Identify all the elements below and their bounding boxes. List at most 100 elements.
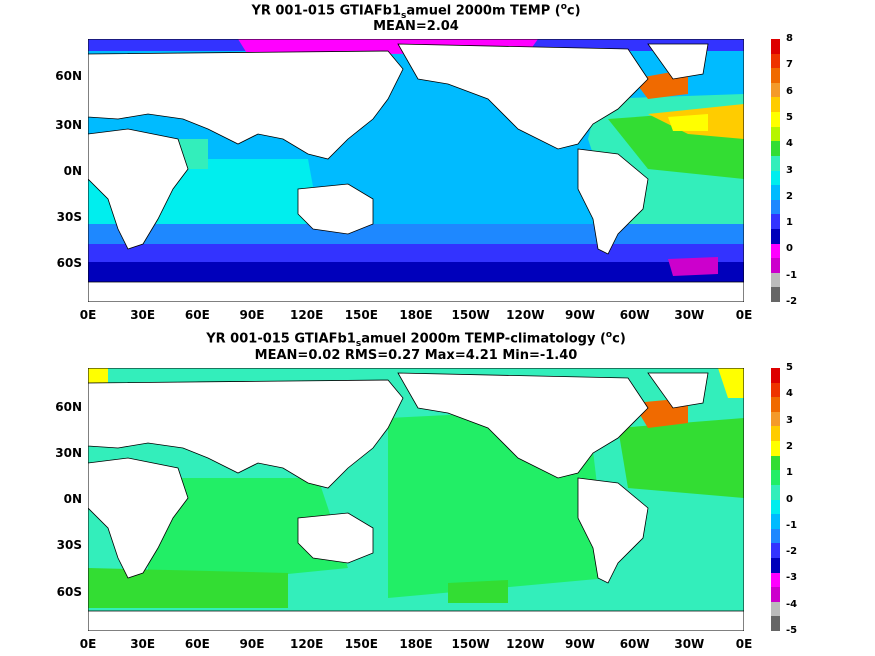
colorbar-label: 8 [786, 33, 793, 44]
x-tick-label: 120E [290, 308, 324, 322]
bottom-ylabel-0n: 0N [63, 492, 82, 506]
x-tick-label: 120E [290, 637, 324, 651]
x-tick-label: 90E [239, 637, 265, 651]
x-tick-label: 150E [344, 637, 378, 651]
colorbar-label: 0 [786, 493, 793, 505]
colorbar-segment [771, 126, 780, 142]
colorbar-label: 2 [786, 190, 793, 202]
colorbar-label: 0 [786, 243, 793, 255]
colorbar-segment [771, 287, 780, 303]
colorbar-label: -2 [786, 546, 798, 558]
colorbar-segment [771, 82, 780, 98]
colorbar-segment [771, 426, 780, 442]
colorbar-segment [771, 484, 780, 500]
x-tick-label: 150W [451, 308, 490, 322]
anomaly-land-masses [88, 372, 744, 631]
x-tick-label: 90W [565, 308, 595, 322]
x-tick-label: 30W [674, 308, 705, 322]
colorbar-segment [771, 397, 780, 413]
x-tick-label: 0E [79, 637, 97, 651]
x-tick-label: 0E [79, 308, 97, 322]
colorbar-segment [771, 53, 780, 69]
colorbar-segment [771, 411, 780, 427]
bottom-colorbar [771, 368, 780, 632]
colorbar-segment [771, 141, 780, 157]
x-tick-label: 90E [239, 308, 265, 322]
colorbar-segment [771, 155, 780, 171]
x-tick-label: 60E [184, 308, 210, 322]
antarctica-land [88, 281, 744, 302]
x-tick-label: 90W [565, 637, 595, 651]
x-tick-label: 180E [399, 308, 433, 322]
colorbar-label: 7 [786, 59, 793, 71]
land-masses [88, 43, 744, 302]
colorbar-label: -2 [786, 296, 798, 307]
colorbar-label: 4 [786, 138, 793, 150]
x-tick-label: 60E [184, 637, 210, 651]
bottom-map-title: YR 001-015 GTIAFb1samuel 2000m TEMP-clim… [206, 330, 626, 349]
colorbar-segment [771, 39, 780, 55]
colorbar-segment [771, 587, 780, 603]
x-tick-label: 180E [399, 637, 433, 651]
colorbar-segment [771, 97, 780, 113]
bottom-map-stats: MEAN=0.02 RMS=0.27 Max=4.21 Min=-1.40 [254, 348, 578, 363]
colorbar-label: 5 [786, 362, 793, 373]
colorbar-label: -1 [786, 519, 798, 531]
top-temperature-map [88, 39, 744, 302]
x-tick-label: 120W [506, 637, 545, 651]
colorbar-segment [771, 528, 780, 544]
colorbar-segment [771, 185, 780, 201]
colorbar-segment [771, 382, 780, 398]
bottom-ylabel-30s: 30S [56, 538, 82, 552]
top-ylabel-30n: 30N [55, 118, 82, 132]
colorbar-segment [771, 214, 780, 230]
colorbar-segment [771, 170, 780, 186]
bottom-ylabel-60n: 60N [55, 400, 82, 414]
colorbar-segment [771, 455, 780, 471]
x-tick-label: 0E [735, 308, 753, 322]
indian-ocean-region [158, 159, 318, 239]
colorbar-label: -5 [786, 625, 798, 636]
colorbar-segment [771, 368, 780, 384]
x-tick-label: 30W [674, 637, 705, 651]
colorbar-segment [771, 228, 780, 245]
africa-land [88, 128, 189, 250]
top-ylabel-60n: 60N [55, 69, 82, 83]
x-tick-label: 60W [619, 637, 650, 651]
bottom-ylabel-30n: 30N [55, 446, 82, 460]
colorbar-segment [771, 470, 780, 486]
colorbar-segment [771, 112, 780, 128]
colorbar-segment [771, 557, 780, 574]
colorbar-label: 3 [786, 414, 793, 426]
top-ylabel-30s: 30S [56, 210, 82, 224]
colorbar-segment [771, 243, 780, 259]
colorbar-label: 5 [786, 111, 793, 123]
colorbar-segment [771, 616, 780, 632]
colorbar-label: 6 [786, 85, 793, 97]
x-tick-label: 30E [130, 637, 156, 651]
x-tick-label: 30E [130, 308, 156, 322]
colorbar-label: 3 [786, 164, 793, 176]
colorbar-label: -1 [786, 269, 798, 281]
bottom-ylabel-60s: 60S [56, 585, 82, 599]
x-tick-label: 60W [619, 308, 650, 322]
south-america-land [577, 148, 649, 255]
colorbar-segment [771, 258, 780, 274]
colorbar-segment [771, 543, 780, 559]
colorbar-label: 1 [786, 467, 793, 479]
north-america-land [397, 43, 649, 150]
x-tick-label: 0E [735, 637, 753, 651]
colorbar-segment [771, 514, 780, 530]
bottom-anomaly-map [88, 368, 744, 631]
greenland-land [647, 43, 709, 80]
colorbar-label: 4 [786, 388, 793, 400]
top-colorbar [771, 39, 780, 303]
x-tick-label: 120W [506, 308, 545, 322]
x-tick-label: 150E [344, 308, 378, 322]
colorbar-segment [771, 68, 780, 84]
colorbar-segment [771, 272, 780, 288]
eurasia-land [88, 50, 404, 160]
australia-land [297, 183, 374, 235]
top-map-title: YR 001-015 GTIAFb1samuel 2000m TEMP (oc) [251, 2, 581, 21]
x-tick-label: 150W [451, 637, 490, 651]
